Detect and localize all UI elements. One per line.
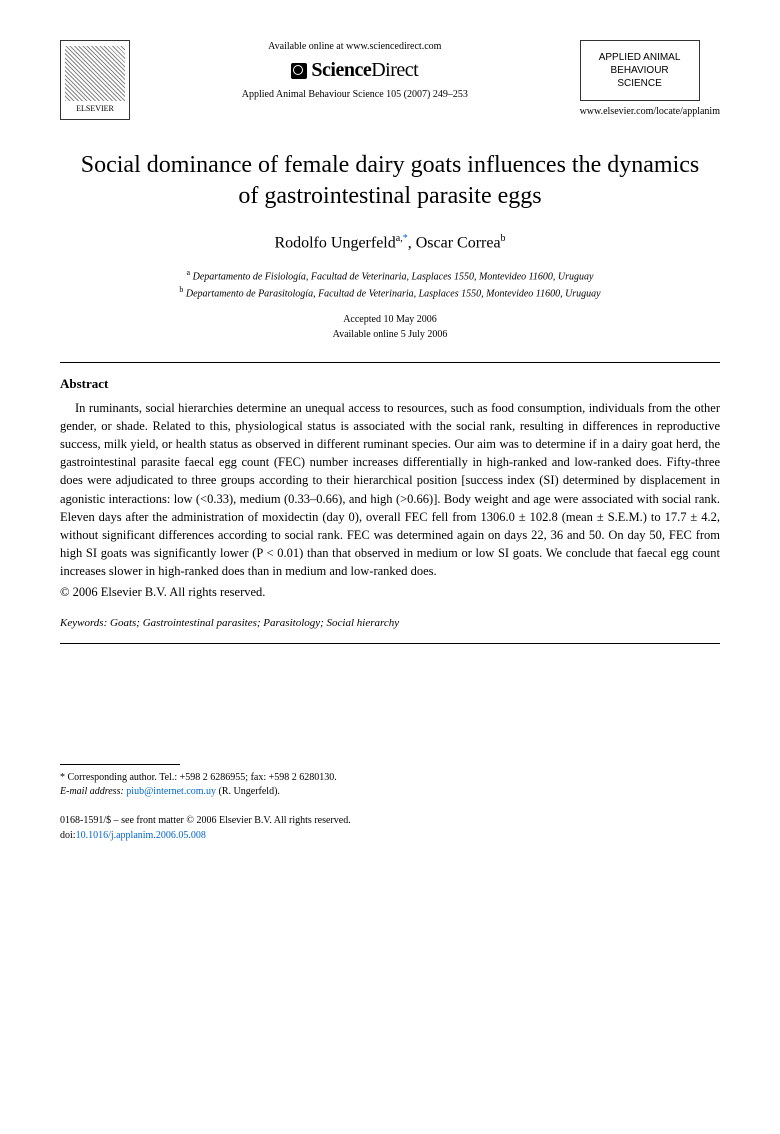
affil-text: Departamento de Parasitología, Facultad …: [186, 289, 601, 300]
abstract-heading: Abstract: [60, 375, 720, 393]
elsevier-logo: ELSEVIER: [60, 40, 130, 120]
available-online-text: Available online at www.sciencedirect.co…: [150, 40, 560, 54]
online-date: Available online 5 July 2006: [60, 327, 720, 342]
footnote-rule: [60, 764, 180, 765]
author-affil-sup: a,: [396, 233, 403, 244]
affil-text: Departamento de Fisiología, Facultad de …: [193, 271, 594, 282]
elsevier-label: ELSEVIER: [76, 103, 114, 114]
authors-line: Rodolfo Ungerfelda,*, Oscar Correab: [60, 232, 720, 255]
page-footer: * Corresponding author. Tel.: +598 2 628…: [60, 764, 720, 843]
journal-box-line: SCIENCE: [587, 77, 693, 90]
author-affil-sup: b: [501, 233, 506, 244]
affiliation-line: b Departamento de Parasitología, Faculta…: [60, 284, 720, 301]
sciencedirect-block: Available online at www.sciencedirect.co…: [130, 40, 580, 102]
journal-url: www.elsevier.com/locate/applanim: [580, 105, 720, 119]
journal-citation: Applied Animal Behaviour Science 105 (20…: [150, 88, 560, 102]
email-link[interactable]: piub@internet.com.uy: [126, 786, 216, 797]
keywords-label: Keywords:: [60, 617, 107, 629]
sciencedirect-icon: [291, 63, 307, 79]
author-name: Rodolfo Ungerfeld: [274, 235, 395, 252]
sd-direct: Direct: [371, 59, 418, 81]
article-title: Social dominance of female dairy goats i…: [80, 150, 700, 212]
affil-sup: b: [179, 285, 183, 294]
doi-link[interactable]: 10.1016/j.applanim.2006.05.008: [76, 830, 206, 841]
divider: [60, 362, 720, 363]
email-line: E-mail address: piub@internet.com.uy (R.…: [60, 785, 720, 799]
doi-line: doi:10.1016/j.applanim.2006.05.008: [60, 828, 720, 843]
sd-science: Science: [311, 59, 371, 81]
keywords-text: Goats; Gastrointestinal parasites; Paras…: [107, 617, 399, 629]
abstract-body: In ruminants, social hierarchies determi…: [60, 399, 720, 580]
elsevier-tree-icon: [65, 46, 125, 101]
email-label: E-mail address:: [60, 786, 124, 797]
divider: [60, 643, 720, 644]
page-header: ELSEVIER Available online at www.science…: [60, 40, 720, 120]
footer-bottom: 0168-1591/$ – see front matter © 2006 El…: [60, 813, 720, 843]
sciencedirect-logo: ScienceDirect: [150, 56, 560, 84]
journal-box-line: APPLIED ANIMAL: [587, 51, 693, 64]
accepted-date: Accepted 10 May 2006: [60, 312, 720, 327]
affiliation-line: a Departamento de Fisiología, Facultad d…: [60, 267, 720, 284]
doi-label: doi:: [60, 830, 76, 841]
affiliations: a Departamento de Fisiología, Facultad d…: [60, 267, 720, 302]
copyright-line: © 2006 Elsevier B.V. All rights reserved…: [60, 584, 720, 602]
publication-dates: Accepted 10 May 2006 Available online 5 …: [60, 312, 720, 342]
author-name: , Oscar Correa: [408, 235, 501, 252]
email-suffix: (R. Ungerfeld).: [216, 786, 280, 797]
journal-box-wrapper: APPLIED ANIMAL BEHAVIOUR SCIENCE www.els…: [580, 40, 720, 119]
journal-box: APPLIED ANIMAL BEHAVIOUR SCIENCE: [580, 40, 700, 101]
corresponding-author-footnote: * Corresponding author. Tel.: +598 2 628…: [60, 771, 720, 785]
keywords-line: Keywords: Goats; Gastrointestinal parasi…: [60, 616, 720, 631]
affil-sup: a: [187, 268, 191, 277]
journal-box-line: BEHAVIOUR: [587, 64, 693, 77]
issn-line: 0168-1591/$ – see front matter © 2006 El…: [60, 813, 720, 828]
